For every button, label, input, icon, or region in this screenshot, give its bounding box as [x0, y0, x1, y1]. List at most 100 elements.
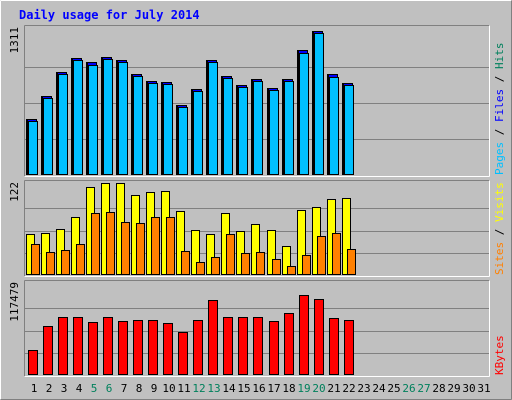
x-tick-label: 9	[151, 382, 158, 395]
bar-pages-day-3	[58, 74, 68, 175]
x-tick-label: 19	[297, 382, 310, 395]
bar-kbytes-day-12	[193, 320, 203, 375]
bar-visits-day-18	[282, 246, 291, 275]
legend-label: Pages / Files / Hits	[493, 43, 506, 176]
bar-sites-day-14	[226, 234, 235, 275]
x-axis-labels: 1 2 3 4 5 6 7 8 9 10 11 12 13 14 15 16 17 18 19 20 21 22 23 24 2…	[31, 382, 491, 395]
x-tick-label: 30	[462, 382, 475, 395]
x-tick-label: 15	[237, 382, 250, 395]
x-tick-label: 6	[106, 382, 113, 395]
bar-pages-day-17	[269, 90, 279, 175]
bar-kbytes-day-22	[344, 320, 354, 375]
x-tick-label: 3	[61, 382, 68, 395]
bar-sites-day-8	[136, 223, 145, 275]
bar-pages-day-5	[88, 65, 98, 175]
panel-hits-files-pages: 1311 Pages / Files / Hits	[8, 25, 506, 177]
x-tick-label: 22	[342, 382, 355, 395]
legend-part: Hits	[493, 43, 506, 70]
x-tick-label: 8	[136, 382, 143, 395]
bar-kbytes-day-13	[208, 300, 218, 375]
bar-sites-day-2	[46, 252, 55, 275]
x-tick-label: 31	[477, 382, 490, 395]
legend-label: KBytes	[493, 335, 506, 375]
bar-sites-day-18	[287, 266, 296, 275]
bar-sites-day-21	[332, 233, 341, 275]
bar-kbytes-day-18	[284, 313, 294, 375]
bar-visits-day-19	[297, 210, 306, 275]
bar-pages-day-15	[238, 87, 248, 175]
legend-part: Files	[493, 89, 506, 122]
bar-pages-day-21	[329, 77, 339, 175]
y-max-label: 1311	[8, 27, 21, 54]
bar-kbytes-day-16	[253, 317, 263, 375]
legend-part: /	[493, 222, 506, 242]
x-tick-label: 25	[387, 382, 400, 395]
bar-kbytes-day-21	[329, 318, 339, 375]
bar-pages-day-9	[148, 83, 158, 175]
legend-part: Sites	[493, 242, 506, 275]
x-tick-label: 21	[327, 382, 340, 395]
legend-part: KBytes	[493, 335, 506, 375]
bar-kbytes-day-6	[103, 317, 113, 375]
bar-kbytes-day-1	[28, 350, 38, 375]
legend-label: Sites / Visits	[493, 182, 506, 275]
bar-pages-day-22	[344, 85, 354, 175]
x-tick-label: 2	[46, 382, 53, 395]
bar-pages-day-19	[299, 53, 309, 175]
x-tick-label: 16	[252, 382, 265, 395]
bar-kbytes-day-14	[223, 317, 233, 375]
bar-kbytes-day-5	[88, 322, 98, 375]
bar-kbytes-day-20	[314, 299, 324, 375]
bar-sites-day-13	[211, 257, 220, 275]
x-tick-label: 20	[312, 382, 325, 395]
x-tick-label: 5	[91, 382, 98, 395]
bar-pages-day-12	[193, 91, 203, 175]
bar-pages-day-8	[133, 76, 143, 175]
bar-sites-day-20	[317, 236, 326, 275]
bar-kbytes-day-4	[73, 317, 83, 375]
x-tick-label: 28	[432, 382, 445, 395]
x-tick-label: 27	[417, 382, 430, 395]
bar-sites-day-9	[151, 217, 160, 275]
bar-pages-day-10	[163, 84, 173, 175]
bar-visits-day-17	[267, 230, 276, 275]
bar-kbytes-day-17	[269, 321, 279, 375]
bar-kbytes-day-10	[163, 323, 173, 375]
x-tick-label: 29	[447, 382, 460, 395]
bar-visits-day-16	[251, 224, 260, 275]
x-tick-label: 11	[177, 382, 190, 395]
bar-pages-day-18	[284, 81, 294, 175]
bar-pages-day-13	[208, 62, 218, 175]
bar-pages-day-11	[178, 107, 188, 175]
y-max-label: 117479	[8, 282, 21, 322]
bar-sites-day-22	[347, 249, 356, 275]
bar-pages-day-4	[73, 60, 83, 175]
bar-kbytes-day-9	[148, 320, 158, 375]
x-tick-label: 18	[282, 382, 295, 395]
bar-sites-day-4	[76, 244, 85, 275]
bar-pages-day-7	[118, 62, 128, 175]
y-max-label: 122	[8, 182, 21, 202]
x-tick-label: 10	[162, 382, 175, 395]
bar-sites-day-6	[106, 212, 115, 275]
bar-kbytes-day-8	[133, 320, 143, 375]
bar-sites-day-19	[302, 255, 311, 275]
chart-title: Daily usage for July 2014	[19, 8, 200, 22]
bar-kbytes-day-11	[178, 332, 188, 375]
bar-visits-day-11	[176, 211, 185, 275]
bar-sites-day-16	[256, 252, 265, 275]
bar-kbytes-day-15	[238, 317, 248, 375]
bar-sites-day-5	[91, 213, 100, 275]
legend-part: /	[493, 122, 506, 142]
bar-kbytes-day-3	[58, 317, 68, 375]
legend-part: Visits	[493, 182, 506, 222]
bar-sites-day-10	[166, 217, 175, 275]
bar-pages-day-6	[103, 59, 113, 175]
bar-sites-day-17	[272, 259, 281, 275]
bar-sites-day-3	[61, 250, 70, 275]
x-tick-label: 24	[372, 382, 386, 395]
bar-kbytes-day-7	[118, 321, 128, 375]
panel-visits-sites: 122 Sites / Visits	[8, 180, 506, 277]
x-tick-label: 17	[267, 382, 280, 395]
